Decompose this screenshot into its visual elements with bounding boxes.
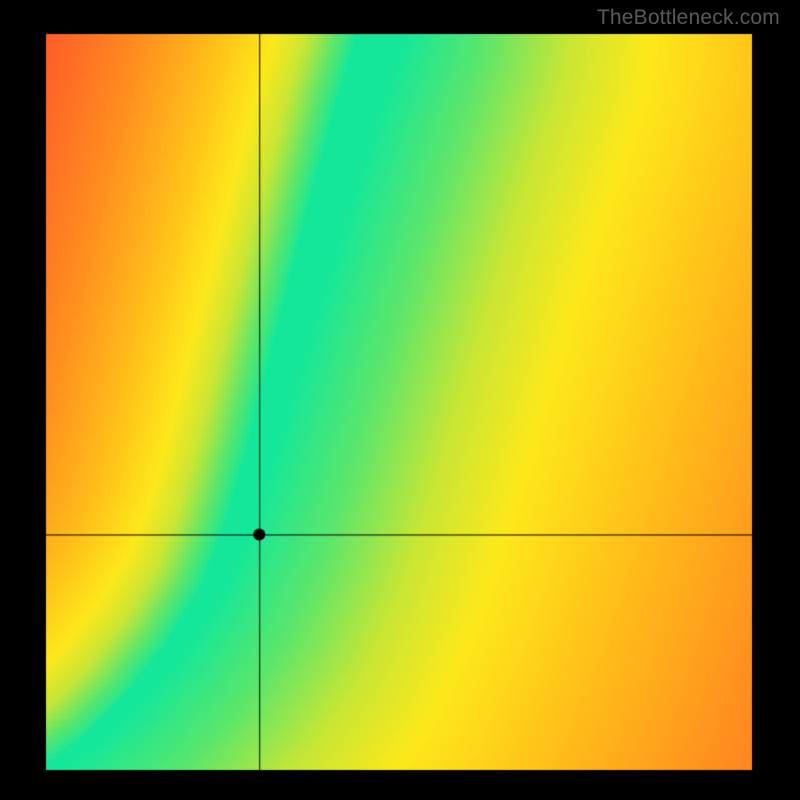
watermark-text: TheBottleneck.com <box>597 6 780 30</box>
bottleneck-heatmap <box>0 0 800 800</box>
chart-container: TheBottleneck.com <box>0 0 800 800</box>
